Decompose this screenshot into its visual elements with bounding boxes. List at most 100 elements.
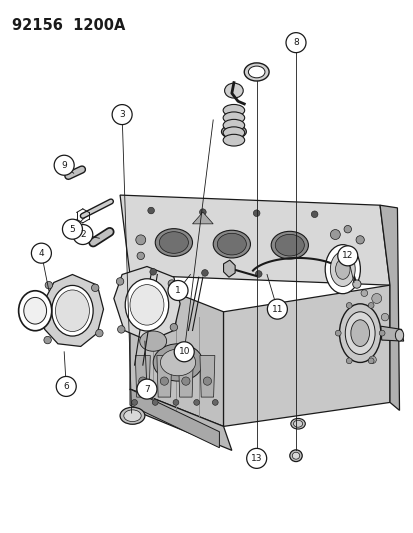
Text: 11: 11 [271,305,282,313]
Ellipse shape [289,450,301,462]
Text: 92156  1200A: 92156 1200A [12,18,125,33]
Text: 10: 10 [178,348,190,356]
Ellipse shape [324,245,359,294]
Ellipse shape [223,134,244,146]
Circle shape [117,326,125,333]
Circle shape [212,400,218,405]
Polygon shape [380,326,403,341]
Polygon shape [178,356,193,397]
Ellipse shape [19,290,52,330]
Ellipse shape [213,230,250,258]
Ellipse shape [335,259,349,279]
Circle shape [368,303,373,308]
Ellipse shape [290,418,304,429]
Ellipse shape [292,452,299,459]
Text: 13: 13 [250,454,262,463]
Ellipse shape [275,235,304,256]
Circle shape [160,377,168,385]
Circle shape [181,377,190,385]
Polygon shape [130,389,231,450]
Ellipse shape [24,297,46,324]
Ellipse shape [221,125,246,139]
Text: 12: 12 [341,252,353,260]
Circle shape [246,448,266,469]
Circle shape [54,155,74,175]
Ellipse shape [394,329,403,341]
Ellipse shape [159,232,188,253]
Circle shape [95,329,103,337]
Polygon shape [199,356,214,397]
Text: 5: 5 [69,225,75,233]
Circle shape [203,377,211,385]
Circle shape [330,230,339,239]
Circle shape [368,358,373,364]
Circle shape [168,280,188,301]
Circle shape [174,342,194,362]
Polygon shape [114,266,180,341]
Circle shape [56,376,76,397]
Text: 3: 3 [119,110,125,119]
Ellipse shape [52,286,93,336]
Ellipse shape [140,331,166,351]
Polygon shape [130,389,219,448]
Text: 7: 7 [144,385,150,393]
Circle shape [73,224,93,245]
Polygon shape [192,212,213,224]
Ellipse shape [223,119,244,131]
Circle shape [173,400,178,405]
Circle shape [44,336,51,344]
Ellipse shape [120,407,145,424]
Circle shape [131,400,137,405]
Circle shape [201,270,208,276]
Ellipse shape [224,83,242,98]
Ellipse shape [223,127,244,139]
Ellipse shape [160,349,195,376]
Circle shape [137,379,157,399]
Ellipse shape [339,304,380,362]
Ellipse shape [130,285,164,325]
Circle shape [116,278,123,285]
Polygon shape [120,195,389,285]
Circle shape [343,225,351,233]
Text: 9: 9 [61,161,67,169]
Polygon shape [41,274,103,346]
Circle shape [267,299,287,319]
Circle shape [147,207,154,214]
Text: 8: 8 [292,38,298,47]
Circle shape [311,211,317,217]
Circle shape [45,281,52,289]
Circle shape [138,377,147,385]
Circle shape [355,236,363,244]
Ellipse shape [271,231,308,259]
Polygon shape [130,275,223,426]
Circle shape [91,284,99,292]
Polygon shape [157,356,171,397]
Ellipse shape [248,66,264,78]
Circle shape [193,400,199,405]
Circle shape [352,280,360,288]
Ellipse shape [330,252,354,287]
Circle shape [360,290,367,296]
Ellipse shape [125,279,169,331]
Ellipse shape [155,229,192,256]
Text: 4: 4 [38,249,44,257]
Circle shape [345,303,351,308]
Circle shape [371,294,381,303]
Circle shape [199,209,206,215]
Circle shape [62,219,82,239]
Circle shape [253,210,259,216]
Circle shape [112,104,132,125]
Ellipse shape [350,320,368,346]
Circle shape [380,313,388,321]
Ellipse shape [153,344,202,381]
Circle shape [378,330,384,336]
Circle shape [345,358,351,364]
Polygon shape [223,260,235,277]
Circle shape [170,324,177,331]
Circle shape [368,356,375,364]
Polygon shape [135,356,150,397]
Circle shape [135,235,145,245]
Polygon shape [223,285,389,426]
Circle shape [137,252,144,260]
Ellipse shape [55,290,89,332]
